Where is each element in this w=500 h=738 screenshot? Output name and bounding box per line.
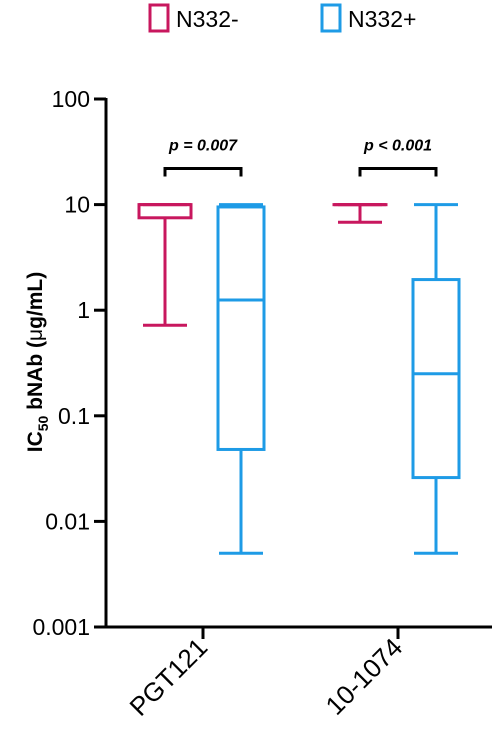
y-label-suffix: bNAb (: [24, 341, 47, 416]
y-tick-label-1: 10: [64, 192, 90, 218]
axes: [104, 98, 492, 629]
box-N332--PGT121: [137, 203, 193, 327]
boxes: [137, 203, 461, 555]
box-N332+-PGT121: [216, 203, 266, 555]
legend-swatch-n332-plus: [320, 3, 342, 33]
x-category-label-1: 10-1074: [320, 632, 409, 721]
y-tick-label-2: 1: [77, 297, 90, 323]
p-value-label: p = 0.007: [168, 137, 238, 154]
significance-bracket: [358, 166, 438, 177]
legend-label-n332-minus: N332-: [176, 6, 239, 32]
significance-annotations: p = 0.007 p < 0.001: [163, 137, 438, 177]
x-category-label-0: PGT121: [124, 632, 214, 722]
legend-label-n332-plus: N332+: [348, 6, 416, 32]
significance-1: p < 0.001: [358, 137, 438, 177]
significance-bracket: [163, 166, 243, 177]
legend: N332- N332+: [148, 3, 416, 33]
y-label-prefix: IC: [24, 431, 47, 452]
y-tick-label-4: 0.01: [45, 508, 90, 534]
legend-swatch-n332-minus: [148, 3, 170, 33]
y-tick-label-5: 0.001: [32, 614, 90, 640]
box-iqr: [137, 203, 193, 220]
significance-0: p = 0.007: [163, 137, 243, 177]
y-tick-label-0: 100: [52, 86, 90, 112]
box-N332--10-1074: [332, 203, 388, 224]
y-label-subscript: 50: [35, 415, 51, 431]
p-value-label: p < 0.001: [363, 137, 432, 154]
y-tick-label-3: 0.1: [58, 403, 90, 429]
y-ticks: 100 10 1 0.1 0.01 0.001: [32, 86, 106, 640]
x-ticks: PGT121 10-1074: [124, 627, 409, 722]
box-N332+-10-1074: [411, 203, 461, 555]
y-axis-label: IC50 bNAb (μg/mL): [24, 272, 51, 453]
y-label-unit: g/mL): [24, 272, 47, 329]
box-iqr: [411, 278, 461, 480]
box-iqr: [216, 205, 266, 451]
y-label-mu: μ: [24, 329, 47, 341]
